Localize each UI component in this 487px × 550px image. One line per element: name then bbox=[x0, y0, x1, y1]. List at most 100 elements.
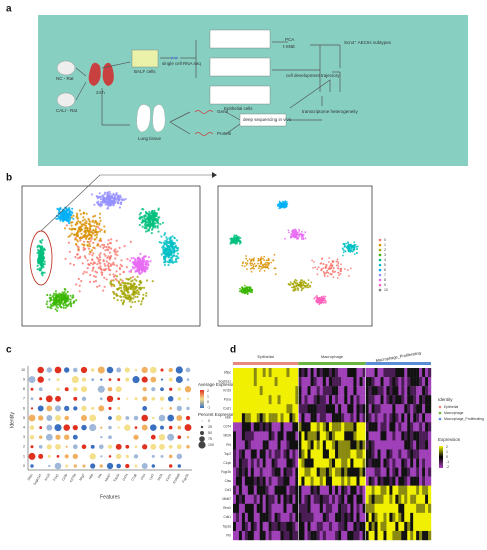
cell bbox=[289, 458, 293, 468]
point bbox=[260, 261, 262, 264]
dot bbox=[56, 455, 60, 458]
point bbox=[88, 244, 92, 248]
cell bbox=[307, 503, 311, 514]
point bbox=[115, 251, 118, 254]
cell bbox=[313, 386, 317, 396]
legend-dot bbox=[198, 441, 206, 449]
cell bbox=[316, 467, 320, 477]
point bbox=[74, 236, 77, 239]
point bbox=[121, 292, 124, 295]
cell bbox=[380, 395, 384, 405]
point bbox=[60, 295, 63, 298]
cell bbox=[341, 413, 345, 423]
point bbox=[303, 280, 305, 283]
cell bbox=[280, 476, 284, 486]
cell bbox=[362, 512, 366, 523]
point bbox=[136, 275, 139, 278]
point bbox=[284, 237, 286, 240]
point bbox=[255, 264, 258, 267]
cell bbox=[398, 458, 402, 468]
cell bbox=[316, 521, 320, 532]
cell bbox=[371, 440, 375, 450]
cell bbox=[274, 449, 278, 459]
cell bbox=[338, 485, 342, 495]
point bbox=[328, 257, 330, 259]
point bbox=[77, 227, 80, 230]
cell bbox=[422, 503, 426, 514]
cell bbox=[344, 413, 348, 423]
cell bbox=[280, 386, 284, 396]
point bbox=[36, 264, 39, 267]
gene-label: Ccl3 bbox=[225, 488, 232, 492]
cell bbox=[235, 431, 240, 441]
cell bbox=[319, 467, 324, 477]
point bbox=[103, 253, 106, 256]
cell bbox=[362, 449, 366, 459]
point bbox=[320, 269, 323, 272]
cell bbox=[322, 404, 327, 414]
cell bbox=[335, 431, 339, 441]
cell bbox=[322, 368, 327, 378]
point bbox=[171, 242, 174, 245]
cell bbox=[350, 458, 354, 468]
cell bbox=[322, 467, 327, 477]
cell bbox=[395, 431, 399, 441]
point bbox=[70, 224, 73, 227]
point bbox=[167, 263, 170, 267]
point bbox=[81, 219, 84, 222]
cell bbox=[316, 458, 320, 468]
cell bbox=[425, 494, 429, 504]
point bbox=[126, 282, 129, 285]
point bbox=[138, 268, 141, 272]
cell bbox=[295, 440, 299, 450]
point bbox=[150, 232, 153, 235]
dot bbox=[116, 367, 122, 373]
point bbox=[233, 235, 235, 238]
cell bbox=[319, 521, 324, 532]
cell bbox=[365, 494, 369, 504]
cell bbox=[401, 377, 405, 387]
point bbox=[252, 265, 255, 268]
cell bbox=[416, 512, 420, 523]
dot bbox=[132, 376, 140, 384]
point bbox=[91, 263, 94, 266]
point bbox=[134, 270, 137, 273]
point bbox=[87, 237, 90, 241]
cell bbox=[332, 404, 336, 414]
cell bbox=[286, 422, 290, 432]
cell bbox=[350, 521, 354, 532]
point bbox=[107, 267, 110, 270]
cell bbox=[244, 467, 249, 477]
dot bbox=[167, 396, 174, 402]
point bbox=[337, 265, 340, 267]
cell bbox=[298, 467, 302, 477]
cell bbox=[301, 422, 305, 432]
cell bbox=[413, 395, 417, 405]
cell bbox=[377, 458, 381, 468]
cell bbox=[401, 485, 405, 495]
point bbox=[259, 259, 261, 261]
point bbox=[119, 194, 122, 197]
cell bbox=[389, 494, 393, 504]
legend-swatch bbox=[378, 283, 382, 287]
cell bbox=[325, 395, 330, 405]
dot bbox=[39, 397, 43, 401]
cell bbox=[383, 377, 387, 387]
point bbox=[150, 218, 153, 221]
cell bbox=[310, 512, 314, 523]
cell bbox=[368, 476, 372, 486]
dot bbox=[108, 416, 112, 420]
point bbox=[86, 235, 89, 238]
dot bbox=[186, 406, 190, 411]
panel-label: b bbox=[6, 173, 12, 184]
point bbox=[337, 261, 340, 264]
cell bbox=[383, 413, 387, 423]
cell bbox=[319, 386, 324, 396]
point bbox=[153, 214, 156, 217]
cell bbox=[410, 467, 414, 477]
point bbox=[112, 290, 115, 294]
cell bbox=[347, 377, 351, 387]
cell bbox=[410, 476, 414, 486]
cell bbox=[274, 368, 278, 378]
point bbox=[229, 243, 232, 245]
